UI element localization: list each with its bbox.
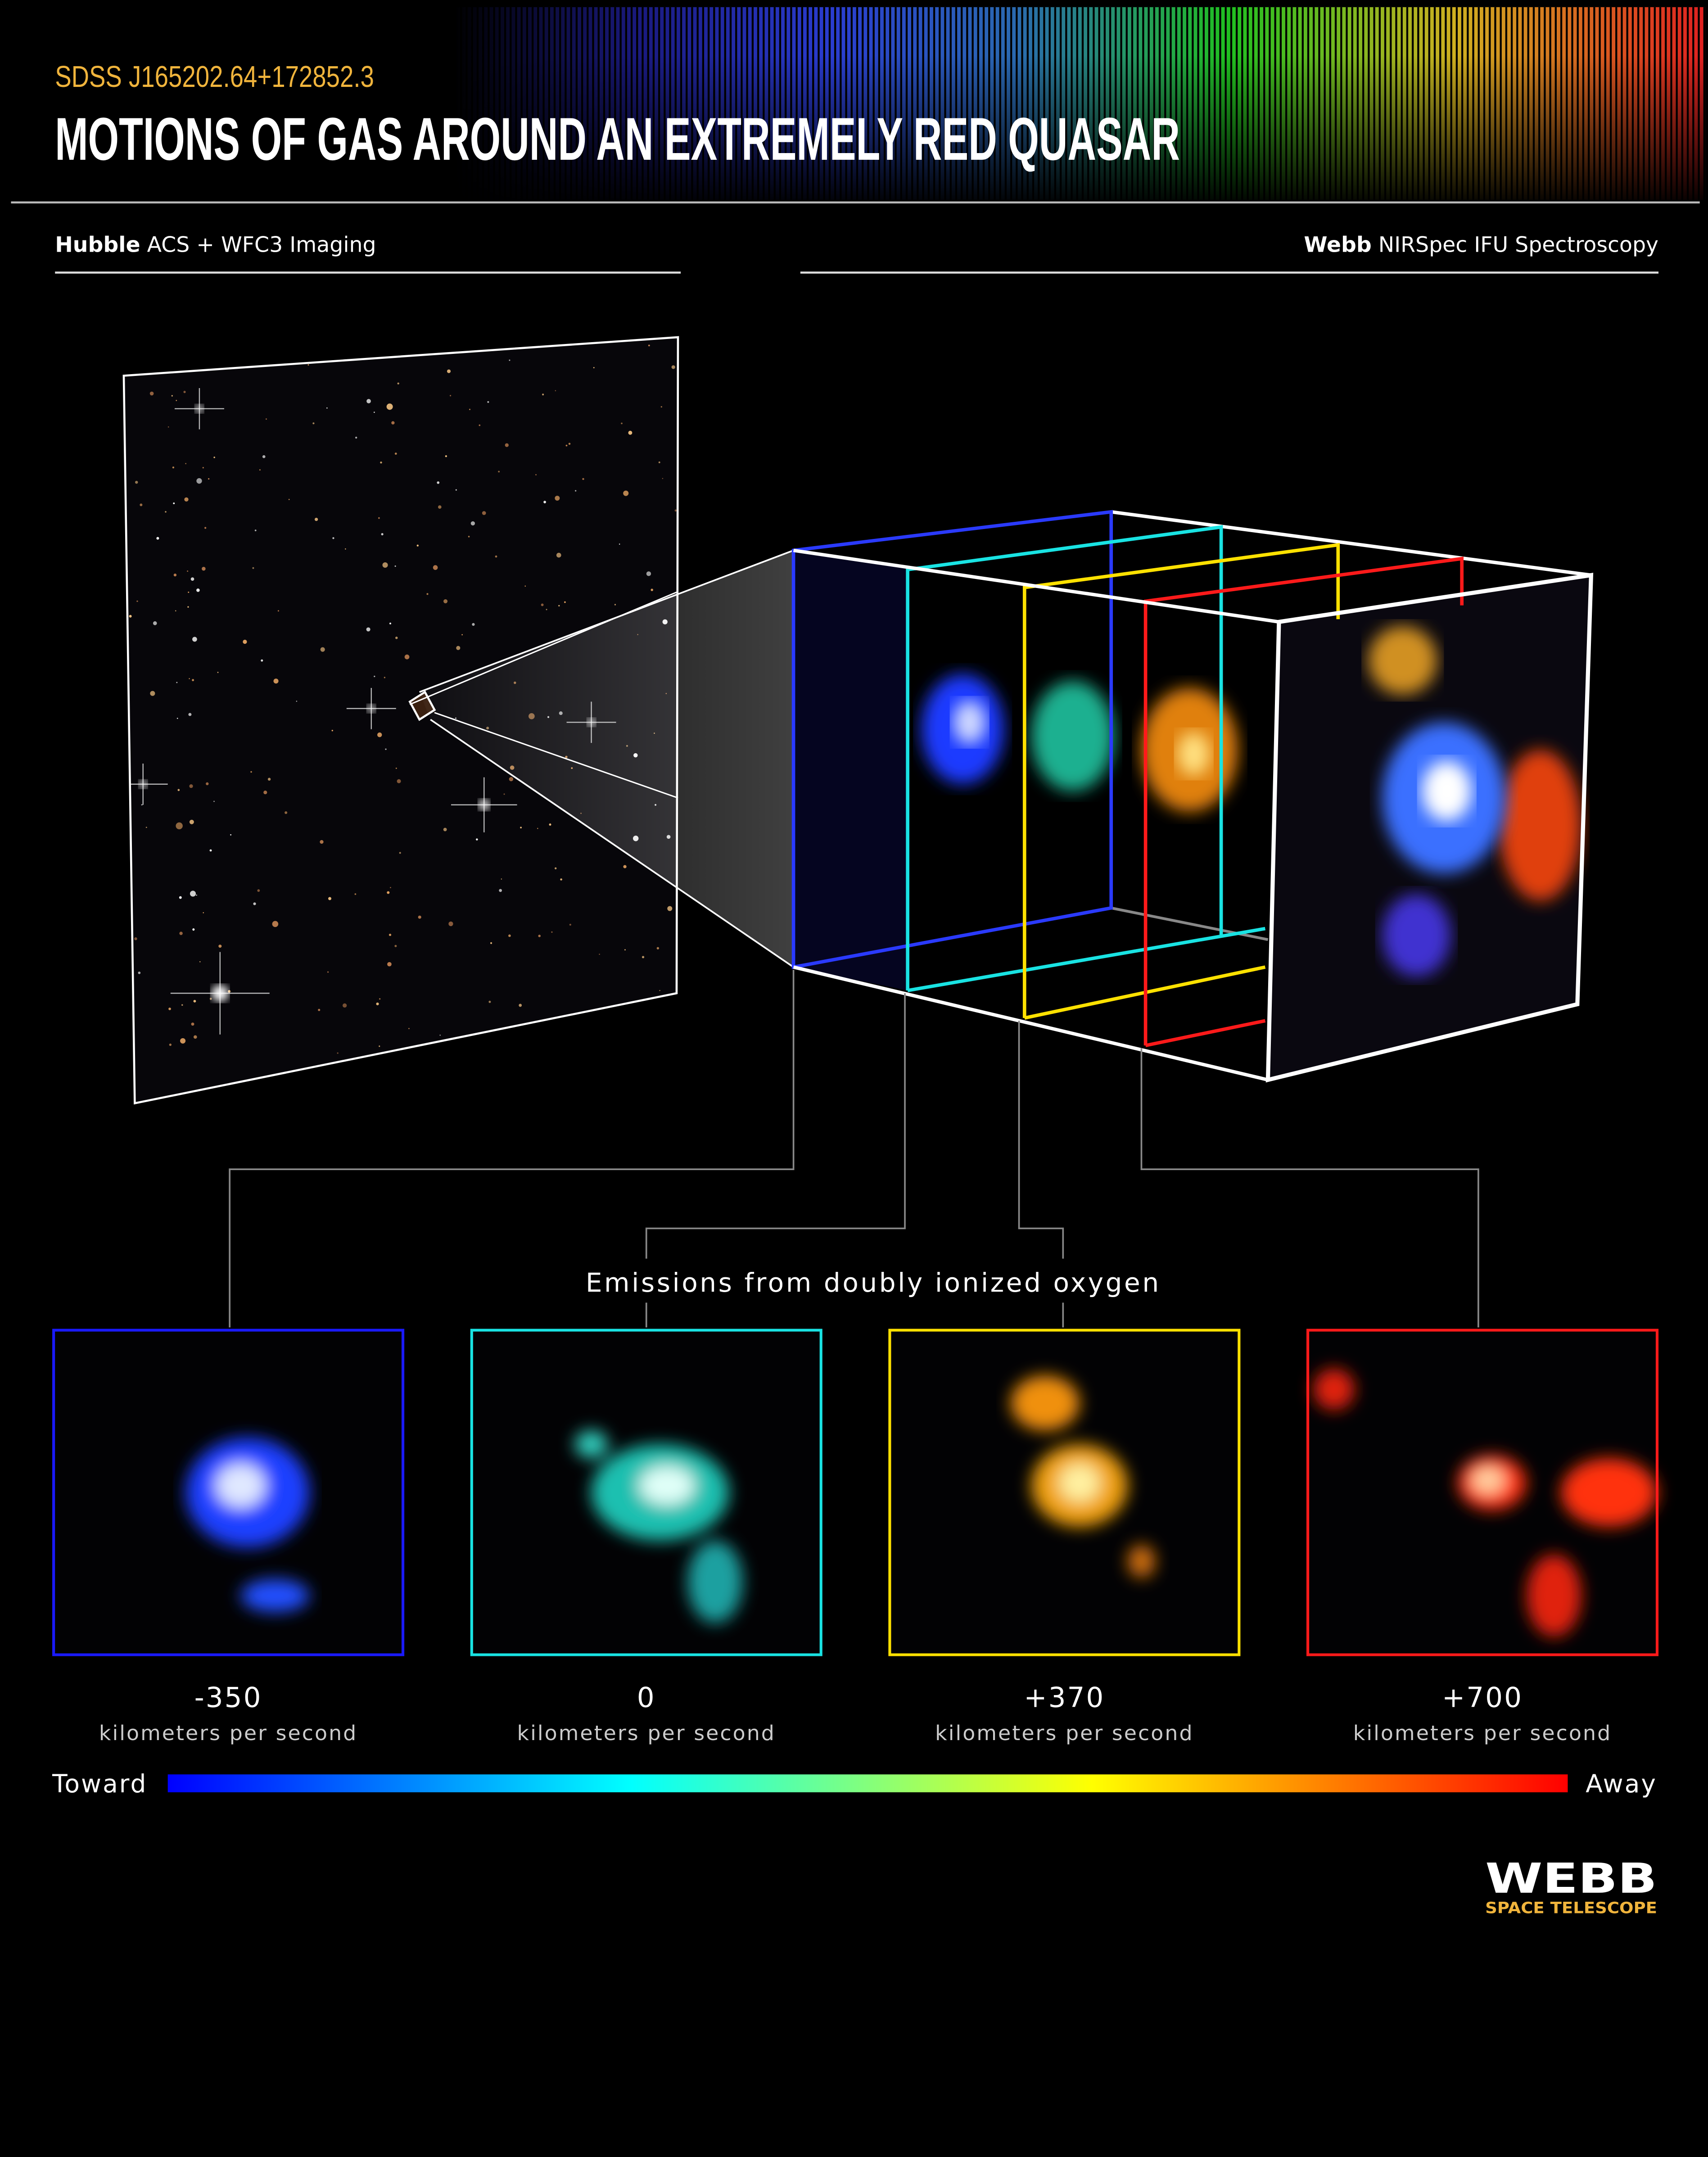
- velocity-value: -350: [194, 1682, 262, 1714]
- connector-lines: [229, 970, 1479, 1328]
- data-cube: [791, 510, 1594, 1083]
- velocity-value: +370: [1024, 1682, 1105, 1714]
- page-title: MOTIONS OF GAS AROUND AN EXTREMELY RED Q…: [55, 105, 1180, 173]
- velocity-panel: +370 kilometers per second: [888, 1329, 1241, 1745]
- velocity-unit: kilometers per second: [517, 1721, 776, 1745]
- velocity-panel: +700 kilometers per second: [1306, 1329, 1659, 1745]
- webb-logo: WEBB SPACE TELESCOPE: [1485, 1854, 1657, 1917]
- velocity-panel: -350 kilometers per second: [52, 1329, 405, 1745]
- zoom-cone: [419, 550, 794, 968]
- section-label-webb: Webb NIRSpec IFU Spectroscopy: [1304, 233, 1658, 258]
- object-name: SDSS J165202.64+172852.3: [55, 60, 374, 94]
- velocity-unit: kilometers per second: [99, 1721, 357, 1745]
- velocity-value: 0: [637, 1682, 656, 1714]
- velocity-unit: kilometers per second: [935, 1721, 1193, 1745]
- toward-label: Toward: [52, 1769, 147, 1798]
- velocity-value: +700: [1442, 1682, 1523, 1714]
- velocity-unit: kilometers per second: [1353, 1721, 1612, 1745]
- svg-text:WEBB: WEBB: [1485, 1854, 1657, 1903]
- velocity-colorbar: [167, 1774, 1568, 1792]
- spectrum-banner: [454, 7, 1705, 200]
- section-label-hubble: Hubble ACS + WFC3 Imaging: [55, 233, 376, 258]
- velocity-panel: 0 kilometers per second: [470, 1329, 822, 1745]
- svg-text:SPACE TELESCOPE: SPACE TELESCOPE: [1485, 1899, 1657, 1917]
- away-label: Away: [1586, 1769, 1657, 1798]
- caption: Emissions from doubly ionized oxygen: [586, 1267, 1161, 1298]
